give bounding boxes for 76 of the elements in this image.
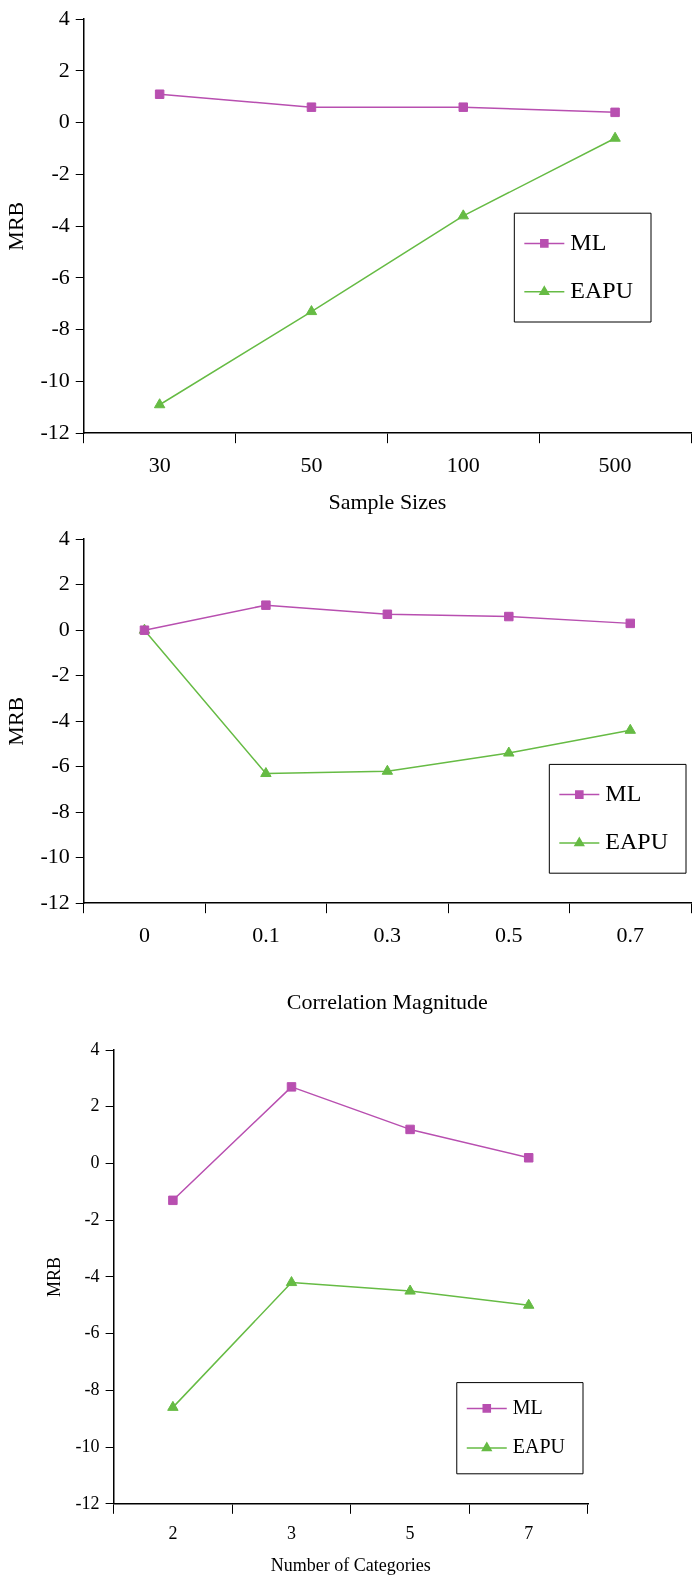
y-tick-label: -10 — [40, 843, 70, 869]
y-tick-label: 2 — [90, 1095, 100, 1116]
x-tick-label: 100 — [446, 452, 480, 478]
point — [503, 746, 515, 757]
y-tick-label: -12 — [40, 888, 70, 914]
y-tick-label: -8 — [51, 797, 70, 823]
point — [306, 102, 317, 112]
point — [609, 131, 621, 142]
y-tick-label: -4 — [84, 1265, 100, 1286]
point — [382, 609, 393, 620]
x-tick-label: 0.7 — [616, 922, 645, 948]
y-tick-label: -6 — [51, 752, 70, 778]
y-axis-title: MRB — [2, 201, 28, 251]
point — [305, 305, 318, 316]
x-axis-title: Sample Sizes — [328, 488, 447, 514]
legend-label: EAPU — [512, 1435, 566, 1458]
x-tick-label: 50 — [300, 452, 323, 478]
y-tick-label: -8 — [51, 315, 70, 341]
point — [610, 107, 620, 118]
point — [523, 1153, 534, 1163]
point — [153, 398, 166, 409]
point — [523, 1298, 535, 1309]
point — [261, 600, 271, 610]
x-tick-label: 2 — [168, 1523, 178, 1544]
y-tick-label: -2 — [51, 160, 70, 186]
point — [285, 1276, 298, 1287]
point — [286, 1082, 297, 1092]
legend-label: EAPU — [570, 277, 633, 304]
x-tick-label: 30 — [148, 452, 171, 478]
legend-label: ML — [605, 779, 642, 806]
x-tick-label: 3 — [287, 1523, 296, 1544]
y-tick-label: 2 — [58, 570, 70, 596]
y-tick-label: 0 — [90, 1152, 100, 1173]
point — [457, 209, 469, 220]
y-tick-label: 4 — [58, 524, 70, 550]
legend-label: ML — [570, 228, 607, 255]
x-axis-title: Correlation Magnitude — [286, 988, 488, 1014]
x-axis-title: Number of Categories — [270, 1554, 431, 1575]
y-tick-label: -8 — [84, 1379, 100, 1400]
x-tick-label: 7 — [524, 1523, 534, 1544]
point — [260, 767, 272, 778]
y-tick-label: -12 — [40, 418, 70, 444]
point — [625, 618, 636, 629]
y-tick-label: -4 — [51, 706, 70, 732]
x-tick-label: 0 — [138, 922, 150, 948]
y-tick-label: 2 — [58, 56, 70, 82]
point — [381, 764, 394, 775]
y-tick-label: -10 — [75, 1435, 100, 1456]
x-tick-label: 0.3 — [373, 922, 402, 948]
y-tick-label: -12 — [75, 1492, 100, 1513]
point — [458, 102, 469, 112]
y-tick-label: -10 — [40, 367, 70, 393]
x-tick-label: 0.1 — [252, 922, 280, 948]
x-tick-label: 500 — [598, 452, 632, 478]
y-axis-title: MRB — [43, 1256, 64, 1297]
point — [624, 723, 636, 734]
point — [405, 1124, 415, 1135]
y-tick-label: -6 — [84, 1322, 100, 1343]
y-axis-title: MRB — [2, 696, 28, 746]
y-tick-label: -2 — [84, 1208, 100, 1229]
y-tick-label: 4 — [58, 4, 70, 30]
y-tick-label: -4 — [51, 211, 70, 237]
point — [168, 1195, 178, 1206]
y-tick-label: -2 — [51, 661, 70, 687]
x-tick-label: 5 — [405, 1523, 415, 1544]
legend-label: EAPU — [605, 828, 668, 855]
point — [504, 611, 514, 622]
point — [154, 89, 165, 99]
point — [404, 1284, 416, 1295]
x-tick-label: 0.5 — [495, 922, 523, 948]
point — [167, 1400, 179, 1411]
y-tick-label: 4 — [90, 1038, 100, 1059]
y-tick-label: 0 — [58, 615, 70, 641]
y-tick-label: -6 — [51, 263, 70, 289]
y-tick-label: 0 — [58, 108, 70, 134]
legend-label: ML — [512, 1395, 543, 1418]
